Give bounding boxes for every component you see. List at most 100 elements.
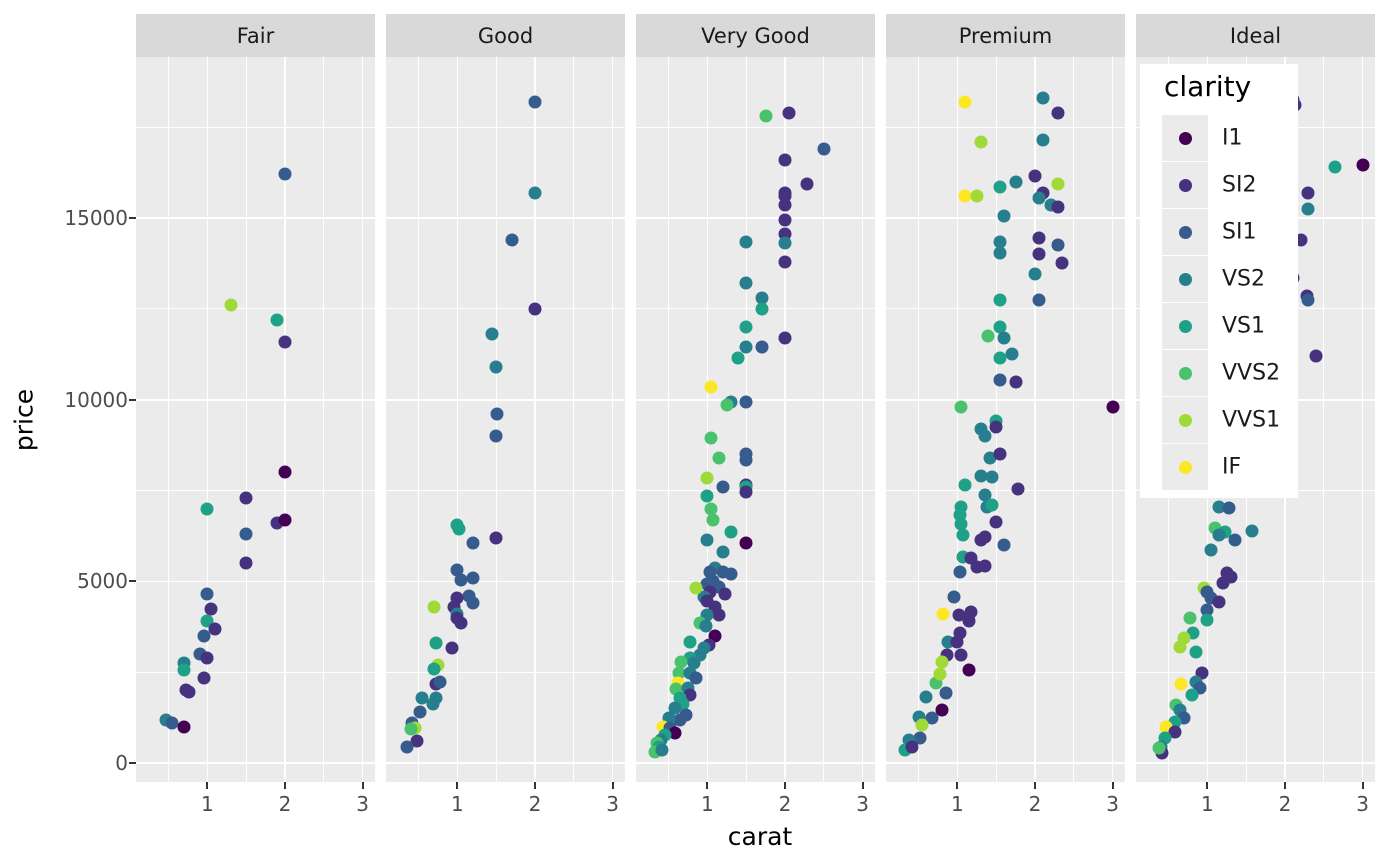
data-point (1028, 169, 1042, 183)
facet-strip: Ideal (1136, 14, 1375, 57)
x-tick-label: 3 (856, 792, 869, 816)
data-point (993, 373, 1007, 387)
x-tick-label: 3 (1356, 792, 1369, 816)
data-point (445, 641, 459, 655)
data-point (989, 515, 1003, 529)
data-point (1173, 640, 1187, 654)
data-point (466, 596, 480, 610)
data-point (706, 513, 720, 527)
minor-gridline-horizontal (636, 671, 875, 673)
data-point (1051, 177, 1065, 191)
x-tick-mark (1361, 782, 1364, 789)
data-point (739, 453, 753, 467)
data-point (962, 614, 976, 628)
data-point (528, 95, 542, 109)
data-point (466, 536, 480, 550)
data-point (925, 711, 939, 725)
data-point (674, 655, 688, 669)
y-tick-label: 0 (115, 750, 128, 775)
data-point (954, 517, 968, 531)
legend-label: SI2 (1222, 172, 1257, 198)
data-point (958, 189, 972, 203)
legend-key-dot (1178, 366, 1192, 380)
minor-gridline-horizontal (386, 308, 625, 310)
data-point (993, 320, 1007, 334)
major-gridline-horizontal (136, 762, 375, 764)
major-gridline-horizontal (636, 398, 875, 401)
data-point (978, 488, 992, 502)
x-tick-label: 3 (356, 792, 369, 816)
data-point (689, 581, 703, 595)
data-point (755, 340, 769, 354)
minor-gridline-horizontal (136, 671, 375, 673)
x-tick-mark (361, 782, 364, 789)
data-point (278, 167, 292, 181)
x-tick-mark (206, 782, 209, 789)
data-point (1152, 741, 1166, 755)
data-point (1174, 677, 1188, 691)
data-point (935, 703, 949, 717)
data-point (668, 701, 682, 715)
y-tick-label: 10000 (64, 387, 128, 412)
major-gridline-horizontal (136, 398, 375, 401)
data-point (197, 629, 210, 643)
legend-key (1162, 303, 1208, 349)
y-tick-label: 15000 (64, 206, 128, 231)
major-gridline-horizontal (386, 398, 625, 401)
major-gridline-horizontal (1136, 580, 1375, 583)
data-point (450, 611, 464, 625)
legend-key (1162, 115, 1208, 161)
x-tick-label: 1 (701, 792, 714, 816)
data-point (1168, 725, 1182, 739)
data-point (182, 685, 196, 699)
legend-key-dot (1178, 413, 1192, 427)
data-point (974, 135, 988, 149)
facet-panel (636, 57, 875, 782)
x-tick-mark (1283, 782, 1286, 789)
facet-strip: Premium (886, 14, 1125, 57)
data-point (993, 351, 1007, 365)
data-point (939, 686, 953, 700)
data-point (993, 235, 1007, 249)
data-point (1228, 533, 1242, 547)
facet-strip: Very Good (636, 14, 875, 57)
data-point (673, 713, 687, 727)
minor-gridline-vertical (168, 57, 170, 782)
data-point (672, 666, 686, 680)
data-point (683, 635, 697, 649)
data-point (905, 740, 919, 754)
major-gridline-vertical (1034, 57, 1036, 782)
major-gridline-vertical (1111, 57, 1114, 782)
data-point (933, 667, 947, 681)
data-point (1009, 375, 1023, 389)
data-point (454, 573, 468, 587)
data-point (962, 663, 976, 677)
x-tick-label: 1 (201, 792, 214, 816)
minor-gridline-horizontal (886, 308, 1125, 310)
data-point (490, 407, 504, 421)
data-point (1051, 200, 1065, 214)
data-point (668, 726, 682, 740)
data-point (716, 480, 730, 494)
x-tick-label: 3 (606, 792, 619, 816)
data-point (200, 502, 214, 516)
minor-gridline-vertical (1323, 57, 1325, 782)
data-point (718, 587, 732, 601)
data-point (1005, 347, 1019, 361)
facet-strip-label: Very Good (701, 23, 810, 48)
data-point (1106, 400, 1120, 414)
data-point (177, 720, 191, 734)
data-point (1009, 175, 1023, 189)
data-point (720, 398, 734, 412)
data-point (699, 619, 713, 633)
facet-strip-label: Good (477, 23, 534, 48)
legend-label: IF (1222, 454, 1242, 480)
major-gridline-vertical (361, 57, 364, 782)
major-gridline-horizontal (386, 580, 625, 583)
data-point (958, 95, 972, 109)
x-tick-label: 2 (1028, 792, 1042, 816)
data-point (985, 498, 999, 512)
data-point (278, 335, 292, 349)
facet-strip: Fair (136, 14, 375, 57)
minor-gridline-vertical (245, 57, 247, 782)
